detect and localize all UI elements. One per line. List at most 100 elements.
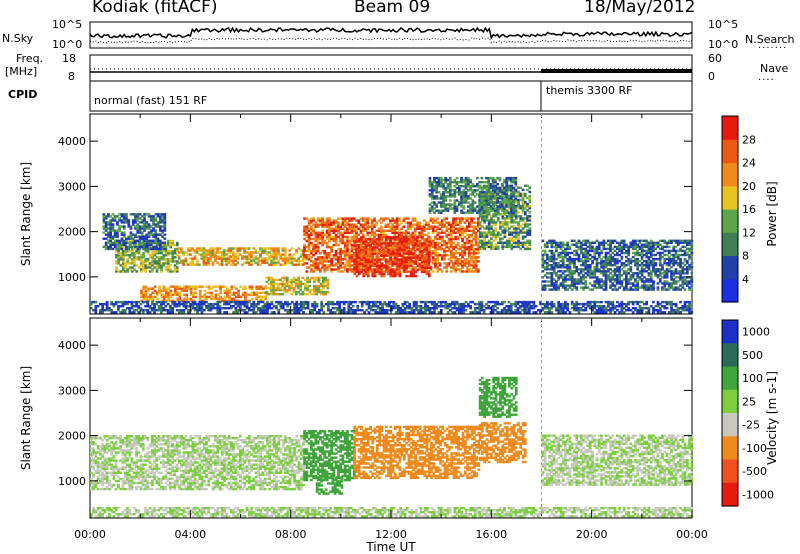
heatmap-cell: [310, 229, 313, 232]
heatmap-cell: [366, 254, 370, 257]
heatmap-cell: [185, 295, 188, 299]
heatmap-cell: [328, 225, 331, 228]
heatmap-cell: [474, 225, 478, 228]
heatmap-cell: [443, 254, 446, 257]
heatmap-cell: [151, 262, 154, 265]
heatmap-cell: [398, 254, 402, 257]
heatmap-cell: [243, 302, 247, 306]
heatmap-cell: [350, 219, 354, 222]
heatmap-cell: [357, 240, 361, 243]
heatmap-cell: [514, 213, 518, 216]
heatmap-cell: [591, 245, 594, 249]
heatmap-cell: [380, 268, 383, 271]
heatmap-cell: [96, 305, 100, 308]
heatmap-cell: [259, 307, 262, 310]
heatmap-cell: [351, 300, 355, 304]
heatmap-cell: [409, 260, 413, 263]
heatmap-cell: [398, 266, 402, 270]
heatmap-cell: [283, 288, 287, 292]
heatmap-cell: [346, 247, 349, 251]
heatmap-cell: [160, 300, 163, 304]
heatmap-cell: [570, 262, 574, 265]
heatmap-cell: [277, 311, 281, 314]
heatmap-cell: [477, 229, 480, 232]
heatmap-cell: [169, 264, 172, 267]
heatmap-cell: [339, 223, 342, 226]
heatmap-cell: [631, 241, 635, 244]
heatmap-cell: [478, 231, 482, 234]
heatmap-cell: [658, 264, 662, 267]
heatmap-cell: [676, 255, 680, 259]
heatmap-cell: [330, 235, 333, 239]
heatmap-cell: [355, 219, 358, 222]
heatmap-cell: [398, 268, 401, 271]
heatmap-cell: [244, 285, 247, 288]
heatmap-cell: [543, 288, 547, 291]
heatmap-cell: [573, 262, 576, 265]
heatmap-cell: [207, 253, 210, 256]
heatmap-cell: [144, 250, 148, 253]
heatmap-cell: [279, 253, 283, 256]
heatmap-cell: [573, 280, 576, 283]
heatmap-cell: [663, 280, 667, 283]
heatmap-cell: [189, 289, 193, 292]
heatmap-cell: [285, 278, 289, 282]
heatmap-cell: [548, 264, 551, 267]
heatmap-cell: [665, 274, 669, 277]
heatmap-cell: [130, 262, 134, 265]
heatmap-cell: [456, 241, 460, 245]
heatmap-cell: [364, 217, 367, 220]
heatmap-cell: [322, 280, 325, 284]
heatmap-cell: [674, 270, 678, 273]
heatmap-cell: [177, 261, 181, 264]
heatmap-cell: [213, 257, 217, 260]
heatmap-cell: [310, 231, 313, 234]
heatmap-cell: [142, 260, 145, 263]
heatmap-cell: [593, 257, 597, 261]
heatmap-cell: [552, 282, 556, 285]
heatmap-cell: [332, 229, 336, 232]
heatmap-cell: [185, 287, 188, 290]
heatmap-cell: [411, 266, 415, 269]
heatmap-cell: [474, 221, 478, 224]
heatmap-cell: [135, 258, 139, 261]
heatmap-cell: [371, 242, 375, 245]
heatmap-cell: [281, 247, 285, 250]
heatmap-cell: [555, 243, 558, 246]
heatmap-cell: [474, 266, 478, 269]
heatmap-cell: [559, 284, 563, 287]
heatmap-cell: [367, 300, 371, 304]
heatmap-cell: [329, 302, 332, 306]
heatmap-cell: [139, 302, 143, 306]
heatmap-cell: [207, 285, 211, 288]
heatmap-cell: [171, 252, 175, 255]
heatmap-cell: [566, 259, 569, 263]
heatmap-cell: [400, 227, 403, 230]
heatmap-cell: [470, 243, 473, 247]
heatmap-cell: [281, 284, 285, 288]
heatmap-cell: [193, 255, 197, 258]
heatmap-cell: [636, 262, 639, 265]
heatmap-cell: [128, 254, 132, 257]
heatmap-cell: [319, 293, 323, 296]
heatmap-cell: [494, 213, 498, 216]
heatmap-cell: [418, 252, 422, 255]
heatmap-cell: [310, 256, 313, 259]
heatmap-cell: [158, 285, 161, 288]
heatmap-cell: [616, 278, 619, 281]
heatmap-cell: [425, 268, 428, 271]
heatmap-cell: [461, 245, 464, 249]
heatmap-cell: [519, 243, 523, 246]
heatmap-cell: [191, 302, 195, 306]
heatmap-cell: [146, 287, 150, 290]
heatmap-cell: [461, 227, 464, 230]
heatmap-cell: [443, 225, 446, 228]
heatmap-cell: [405, 250, 408, 253]
heatmap-cell: [388, 300, 391, 304]
heatmap-cell: [201, 295, 204, 299]
heatmap-cell: [285, 284, 289, 288]
heatmap-cell: [445, 221, 449, 224]
heatmap-cell: [607, 276, 610, 279]
heatmap-cell: [405, 242, 408, 245]
heatmap-cell: [167, 299, 170, 303]
